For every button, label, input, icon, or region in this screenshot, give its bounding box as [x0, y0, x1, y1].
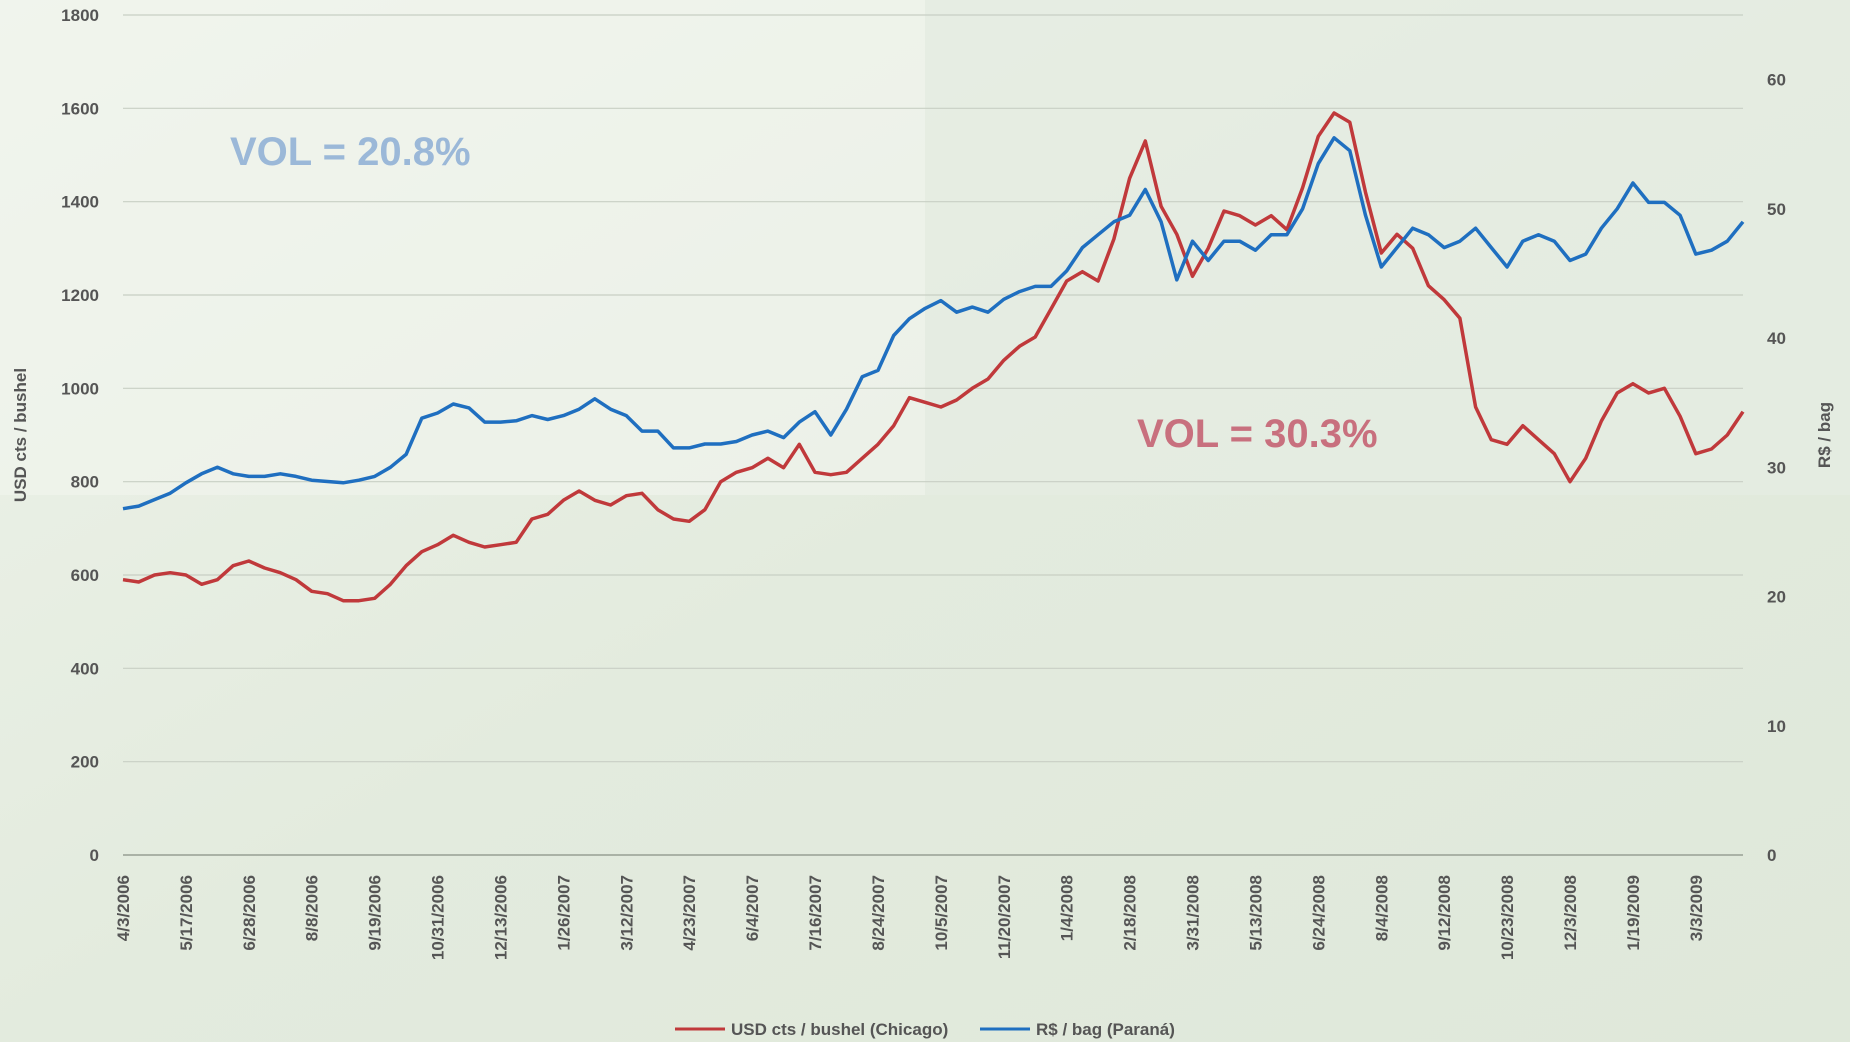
x-tick-label: 11/20/2007: [995, 875, 1014, 959]
y-tick-label: 200: [71, 753, 99, 772]
legend-label: R$ / bag (Paraná): [1036, 1020, 1175, 1039]
y-tick-label: 1600: [61, 99, 99, 118]
annotation: VOL = 20.8%: [230, 130, 471, 174]
x-tick-label: 3/12/2007: [617, 875, 636, 951]
x-tick-label: 12/3/2008: [1561, 875, 1580, 951]
background-panel: [0, 0, 925, 495]
x-tick-label: 1/4/2008: [1058, 875, 1077, 941]
y2-tick-label: 60: [1767, 71, 1786, 90]
x-tick-label: 3/3/2009: [1687, 875, 1706, 941]
y2-tick-label: 20: [1767, 588, 1786, 607]
x-tick-label: 5/13/2008: [1246, 875, 1265, 951]
y2-tick-label: 30: [1767, 458, 1786, 477]
x-tick-label: 9/19/2006: [366, 875, 385, 951]
y-tick-label: 400: [71, 659, 99, 678]
y-tick-label: 1800: [61, 6, 99, 25]
y2-tick-label: 0: [1767, 846, 1776, 865]
x-tick-label: 6/24/2008: [1309, 875, 1328, 951]
x-tick-label: 8/8/2006: [303, 875, 322, 941]
data-line: [122, 111, 1745, 603]
y2-tick-label: 10: [1767, 717, 1786, 736]
x-tick-label: 9/12/2008: [1435, 875, 1454, 951]
x-tick-label: 8/24/2007: [869, 875, 888, 951]
x-tick-label: 4/23/2007: [680, 875, 699, 951]
x-tick-label: 4/3/2006: [114, 875, 133, 941]
legend-label: USD cts / bushel (Chicago): [731, 1020, 948, 1039]
y2-axis-title: R$ / bag: [1815, 402, 1834, 468]
y-tick-label: 1400: [61, 193, 99, 212]
y-tick-label: 0: [90, 846, 99, 865]
y-tick-label: 600: [71, 566, 99, 585]
x-tick-label: 10/5/2007: [932, 875, 951, 951]
x-tick-label: 10/23/2008: [1498, 875, 1517, 960]
y2-tick-label: 40: [1767, 329, 1786, 348]
x-tick-label: 2/18/2008: [1121, 875, 1140, 951]
x-tick-label: 6/4/2007: [743, 875, 762, 941]
x-tick-label: 1/19/2009: [1624, 875, 1643, 951]
x-tick-label: 12/13/2006: [491, 875, 510, 960]
x-tick-label: 6/28/2006: [240, 875, 259, 951]
y-tick-label: 1000: [61, 379, 99, 398]
x-tick-label: 7/16/2007: [806, 875, 825, 951]
x-tick-label: 10/31/2006: [429, 875, 448, 960]
x-tick-label: 1/26/2007: [554, 875, 573, 951]
x-tick-label: 3/31/2008: [1184, 875, 1203, 951]
y-tick-label: 800: [71, 473, 99, 492]
y-axis-title: USD cts / bushel: [11, 368, 30, 502]
annotation: VOL = 30.3%: [1137, 412, 1378, 456]
y2-tick-label: 50: [1767, 200, 1786, 219]
data-line: [122, 136, 1745, 511]
x-tick-label: 5/17/2006: [177, 875, 196, 951]
y-tick-label: 1200: [61, 286, 99, 305]
x-tick-label: 8/4/2008: [1372, 875, 1391, 941]
